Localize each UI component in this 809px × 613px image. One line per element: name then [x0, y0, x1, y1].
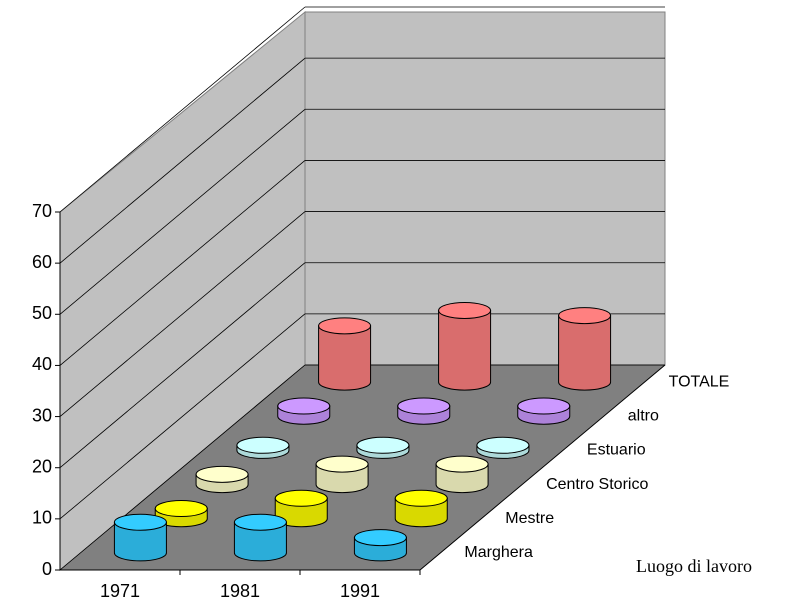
x-tick-label: 1971	[100, 581, 140, 601]
grid-line	[59, 108, 306, 315]
cylinder-top	[394, 489, 448, 507]
y-tick-label: 30	[32, 405, 52, 425]
cylinder-top	[397, 397, 451, 415]
grid-line	[59, 313, 306, 520]
y-tick-label: 60	[32, 252, 52, 272]
cylinder-top	[558, 307, 612, 325]
grid-line	[59, 364, 306, 571]
cylinder-top	[113, 513, 167, 531]
cylinder-top	[233, 513, 287, 531]
cylinder-top	[435, 455, 489, 473]
cylinder	[353, 529, 407, 562]
depth-tick-label: Estuario	[587, 442, 646, 459]
cylinder-body	[113, 521, 167, 562]
x-tick-label: 1981	[220, 581, 260, 601]
cylinder	[154, 500, 208, 528]
cylinder-body	[318, 325, 372, 391]
cylinder-top	[195, 465, 249, 483]
cylinder-top	[517, 397, 571, 415]
cylinder-top	[353, 529, 407, 547]
cylinder-top	[356, 436, 410, 454]
cylinder	[233, 513, 287, 562]
cylinder-body	[438, 309, 492, 391]
cylinder-top	[315, 455, 369, 473]
cylinder-body	[233, 521, 287, 562]
grid-line	[59, 262, 306, 469]
cylinder-top	[277, 397, 331, 415]
cylinder-top	[154, 500, 208, 518]
cylinder	[438, 301, 492, 391]
cylinder	[315, 455, 369, 494]
x-tick-label: 1991	[340, 581, 380, 601]
cylinder	[517, 397, 571, 425]
cylinder	[394, 489, 448, 528]
y-tick-label: 50	[32, 303, 52, 323]
grid-line	[59, 57, 306, 264]
cylinder	[195, 465, 249, 494]
cylinder	[236, 436, 290, 459]
depth-tick-label: Marghera	[464, 544, 533, 561]
grid-line	[59, 6, 306, 213]
cylinder	[476, 436, 530, 459]
cylinder-top	[274, 489, 328, 507]
depth-tick-label: altro	[628, 407, 659, 424]
cylinder-top	[438, 301, 492, 319]
y-tick-label: 40	[32, 354, 52, 374]
cylinder-top	[318, 317, 372, 335]
depth-tick-label: Mestre	[505, 510, 554, 527]
cylinder-top	[476, 436, 530, 454]
cylinder	[318, 317, 372, 391]
y-tick-label: 70	[32, 201, 52, 221]
depth-axis	[419, 364, 666, 571]
grid-line	[59, 211, 306, 417]
cylinder	[397, 397, 451, 425]
depth-tick-label: Centro Storico	[546, 476, 648, 493]
y-tick-label: 10	[32, 508, 52, 528]
cylinder-top	[236, 436, 290, 454]
cylinder	[356, 436, 410, 459]
cylinder	[277, 397, 331, 425]
y-tick-label: 0	[42, 559, 52, 579]
cylinder-body	[558, 315, 612, 391]
depth-tick-label: TOTALE	[669, 373, 730, 390]
cylinder	[435, 455, 489, 494]
depth-axis-title: Luogo di lavoro	[636, 556, 752, 576]
cylinder	[113, 513, 167, 562]
cylinder	[558, 307, 612, 391]
grid-line	[59, 160, 306, 366]
y-tick-label: 20	[32, 456, 52, 476]
